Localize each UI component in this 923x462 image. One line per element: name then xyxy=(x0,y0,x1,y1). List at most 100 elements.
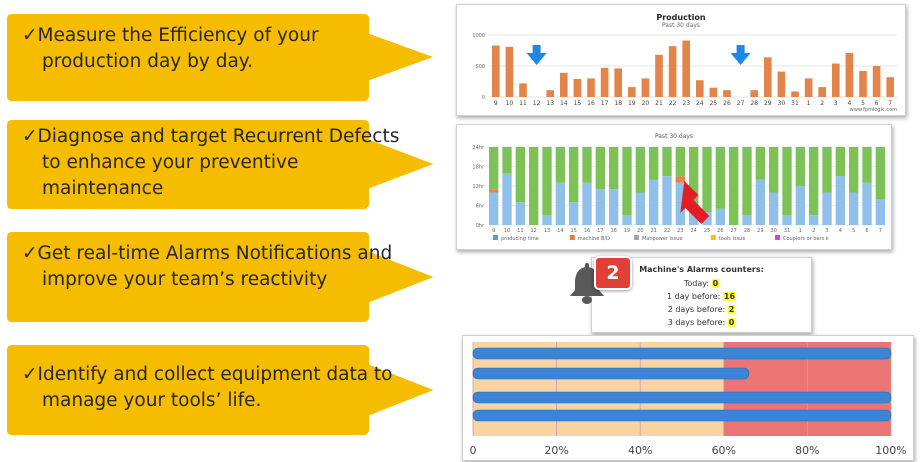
bar xyxy=(668,46,677,97)
bar-other xyxy=(715,147,725,209)
x-tick-label: 22 xyxy=(669,100,677,107)
x-tick-label: 27 xyxy=(730,228,736,234)
x-tick-label: 23 xyxy=(682,100,690,107)
x-tick-label: 16 xyxy=(584,228,590,234)
x-tick-label: 2 xyxy=(820,100,824,107)
x-tick-label: 80% xyxy=(795,444,819,457)
check-icon: ✓ xyxy=(22,25,38,46)
x-tick-label: 24 xyxy=(690,228,696,234)
x-tick-label: 6 xyxy=(865,228,868,234)
x-tick-label: 25 xyxy=(704,228,710,234)
bar-producing xyxy=(569,202,579,225)
x-tick-label: 15 xyxy=(570,228,576,234)
x-tick-label: 2 xyxy=(812,228,815,234)
bar xyxy=(655,54,663,97)
alarm-value: 0 xyxy=(711,279,720,288)
bar xyxy=(723,90,731,97)
x-tick-label: 5 xyxy=(861,100,865,107)
x-tick-label: 26 xyxy=(723,100,731,107)
tool-life-chart: 0 20% 40% 60% 80% 100% xyxy=(470,342,907,457)
feature-callout-alarms: ✓Get real-time Alarms Notifications and … xyxy=(4,229,438,324)
x-tick-label: 14 xyxy=(560,100,568,107)
x-tick-label: 15 xyxy=(574,100,582,107)
bar-breakdown xyxy=(489,189,499,193)
x-tick-label: 18 xyxy=(614,100,622,107)
x-tick-label: 20 xyxy=(637,228,643,234)
bar-other xyxy=(822,147,832,193)
bar-other xyxy=(849,147,859,193)
x-tick-label: 4 xyxy=(839,228,842,234)
bar-producing xyxy=(742,215,752,225)
tool-life-bar xyxy=(472,391,892,404)
bar-producing xyxy=(515,202,525,225)
bar-breakdown xyxy=(675,176,685,183)
chart-title: Production xyxy=(656,13,706,22)
notification-badge[interactable]: 2 xyxy=(594,256,632,290)
bar-producing xyxy=(555,182,565,225)
x-tick-label: 19 xyxy=(624,228,630,234)
bar-other xyxy=(569,147,579,203)
x-tick-label: 21 xyxy=(650,228,656,234)
y-tick-label: 12hr xyxy=(472,184,485,190)
bar-producing xyxy=(809,215,819,225)
bar xyxy=(845,52,854,97)
bar xyxy=(763,57,772,97)
x-tick-label: 18 xyxy=(610,228,616,234)
bar-producing xyxy=(622,215,632,225)
bar-other xyxy=(742,147,752,216)
bar-producing xyxy=(595,189,605,225)
x-tick-label: 20% xyxy=(544,444,568,457)
bar-other xyxy=(529,147,539,225)
y-tick-label: 500 xyxy=(475,64,485,70)
bar-other xyxy=(555,147,565,183)
bar-other xyxy=(595,147,605,190)
alarm-value: 2 xyxy=(727,305,736,314)
x-tick-label: 11 xyxy=(517,228,523,234)
bar-producing xyxy=(542,215,552,225)
x-tick-label: 23 xyxy=(677,228,683,234)
bar xyxy=(491,45,500,97)
x-tick-label: 20 xyxy=(642,100,650,107)
bar-other xyxy=(662,147,672,177)
arrow-shape xyxy=(5,230,438,324)
feature-label: Get real-time Alarms Notifications and i… xyxy=(37,243,393,290)
bar xyxy=(859,70,867,97)
x-tick-label: 16 xyxy=(587,100,595,107)
tool-life-bar xyxy=(472,367,750,380)
bar xyxy=(587,78,595,97)
bar-producing xyxy=(502,173,512,225)
bar-other xyxy=(835,147,845,177)
legend-label: Couplers or bars k xyxy=(783,236,829,242)
y-tick-label: 1000 xyxy=(472,33,485,39)
legend-swatch xyxy=(493,235,498,240)
x-tick-label: 12 xyxy=(533,100,541,107)
x-tick-label: 24 xyxy=(696,100,704,107)
bar xyxy=(831,63,840,97)
alarm-label: 1 day before: xyxy=(666,292,721,301)
bar-producing xyxy=(675,182,685,225)
x-tick-label: 21 xyxy=(655,100,663,107)
bar xyxy=(804,78,813,97)
x-tick-label: 19 xyxy=(628,100,636,107)
x-tick-label: 3 xyxy=(834,100,838,107)
feature-label: Identify and collect equipment data to m… xyxy=(37,364,393,411)
alarm-value: 16 xyxy=(722,292,737,301)
x-tick-label: 13 xyxy=(546,100,554,107)
bar-other xyxy=(489,147,499,190)
bar-other xyxy=(649,147,659,180)
alarm-row-3-days: 3 days before: 0 xyxy=(592,318,811,331)
bar-other xyxy=(635,147,645,193)
bar-other xyxy=(875,147,885,199)
x-tick-label: 1 xyxy=(807,100,811,107)
x-tick-label: 7 xyxy=(879,228,882,234)
legend-swatch xyxy=(775,235,780,240)
feature-label: Diagnose and target Recurrent Defects to… xyxy=(37,126,400,199)
bar-other xyxy=(502,147,512,173)
bar-other xyxy=(769,147,779,193)
feature-label: Measure the Efficiency of your productio… xyxy=(37,25,319,72)
bar-other xyxy=(729,147,739,225)
chart-subtitle: Past 30 days xyxy=(654,133,694,140)
bar xyxy=(777,71,786,97)
bar-producing xyxy=(755,179,765,225)
